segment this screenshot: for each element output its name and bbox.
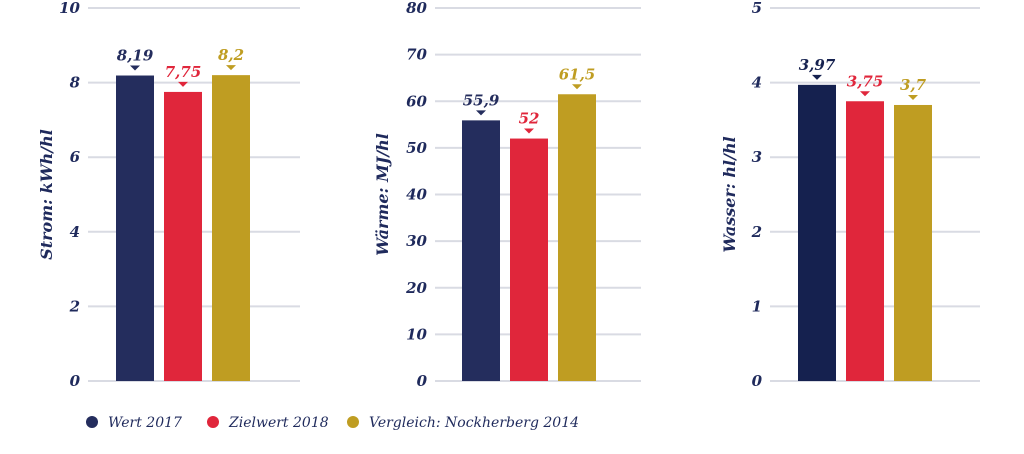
data-label: 8,19 bbox=[117, 47, 154, 65]
y-tick-label: 2 bbox=[69, 297, 80, 315]
chart-panel-2: 0 10 20 30 40 50 60 70 80 Wärme: MJ/hl 55,9 52 61,5 bbox=[373, 0, 641, 390]
data-label: 52 bbox=[519, 110, 540, 128]
y-tick-label: 1 bbox=[752, 297, 762, 315]
bar bbox=[510, 138, 548, 381]
value-marker-icon bbox=[572, 84, 582, 90]
legend-swatch bbox=[86, 416, 98, 428]
data-label: 55,9 bbox=[463, 91, 500, 109]
y-tick-label: 80 bbox=[406, 0, 427, 17]
y-tick-label: 40 bbox=[406, 186, 427, 204]
legend-swatch bbox=[347, 416, 359, 428]
y-tick-label: 30 bbox=[406, 232, 427, 250]
legend: Wert 2017 Zielwert 2018 Vergleich: Nockher… bbox=[86, 415, 579, 431]
data-label: 61,5 bbox=[559, 65, 596, 83]
legend-swatch bbox=[207, 416, 219, 428]
y-tick-label: 5 bbox=[752, 0, 762, 17]
value-marker-icon bbox=[860, 91, 870, 97]
chart-panel-3: 0 1 2 3 4 5 Wasser: hl/hl 3,97 3,75 3,7 bbox=[720, 0, 980, 390]
y-tick-label: 6 bbox=[70, 148, 81, 166]
legend-label: Wert 2017 bbox=[108, 415, 182, 431]
data-label: 8,2 bbox=[218, 46, 244, 64]
legend-label: Vergleich: Nockherberg 2014 bbox=[369, 415, 579, 431]
bar bbox=[116, 75, 154, 381]
y-tick-label: 0 bbox=[70, 372, 81, 390]
y-tick-label: 8 bbox=[70, 74, 81, 92]
y-tick-label: 10 bbox=[406, 325, 427, 343]
y-tick-label: 2 bbox=[751, 223, 762, 241]
value-marker-icon bbox=[226, 65, 236, 71]
bar bbox=[212, 75, 250, 381]
y-axis-title: Wärme: MJ/hl bbox=[373, 133, 392, 256]
legend-label: Zielwert 2018 bbox=[228, 415, 329, 431]
value-marker-icon bbox=[524, 128, 534, 134]
chart-panel-1: 0 2 4 6 8 10 Strom: kWh/hl 8,19 7,75 8,2 bbox=[37, 0, 300, 390]
legend-item: Zielwert 2018 bbox=[207, 415, 329, 431]
y-tick-label: 60 bbox=[406, 92, 427, 110]
value-marker-icon bbox=[130, 65, 140, 71]
value-marker-icon bbox=[908, 94, 918, 100]
y-axis-title: Strom: kWh/hl bbox=[37, 129, 56, 260]
y-tick-label: 0 bbox=[752, 372, 763, 390]
y-axis-title: Wasser: hl/hl bbox=[720, 136, 739, 252]
value-marker-icon bbox=[178, 81, 188, 87]
data-label: 3,97 bbox=[799, 56, 836, 74]
bar bbox=[798, 84, 836, 381]
bar bbox=[164, 91, 202, 382]
bar bbox=[894, 104, 932, 381]
data-label: 3,7 bbox=[900, 76, 927, 94]
data-label: 7,75 bbox=[165, 63, 202, 81]
value-marker-icon bbox=[476, 110, 486, 116]
y-tick-label: 10 bbox=[59, 0, 80, 17]
value-marker-icon bbox=[812, 74, 822, 80]
y-tick-label: 20 bbox=[405, 279, 427, 297]
bar bbox=[462, 120, 500, 382]
y-tick-label: 70 bbox=[406, 46, 427, 64]
y-tick-label: 4 bbox=[70, 223, 80, 241]
data-label: 3,75 bbox=[847, 72, 884, 90]
y-tick-label: 4 bbox=[752, 74, 762, 92]
y-tick-label: 50 bbox=[406, 139, 427, 157]
bar bbox=[846, 101, 884, 381]
y-tick-label: 3 bbox=[752, 148, 762, 166]
y-tick-label: 0 bbox=[417, 372, 428, 390]
legend-item: Wert 2017 bbox=[86, 415, 182, 431]
legend-item: Vergleich: Nockherberg 2014 bbox=[347, 415, 579, 431]
bar bbox=[558, 94, 596, 381]
